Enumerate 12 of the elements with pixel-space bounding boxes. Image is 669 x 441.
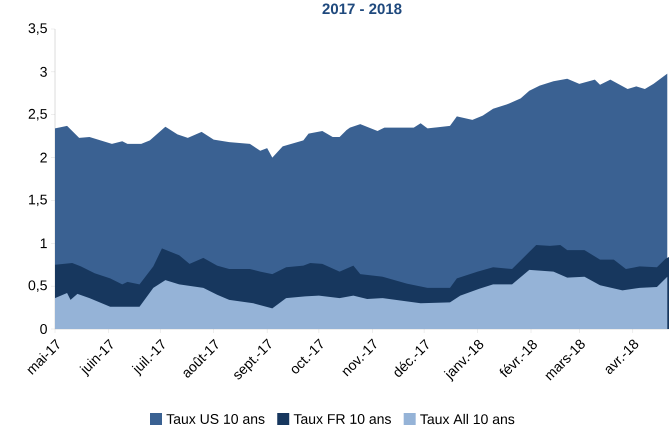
y-tick-label: 3,5 (28, 23, 47, 35)
y-tick-label: 2,5 (28, 108, 47, 120)
y-tick-label: 3 (40, 66, 47, 77)
y-tick-label: 2 (40, 152, 47, 162)
y-tick-label: 0 (40, 324, 47, 334)
chart-title: 2017 - 2018 (322, 4, 402, 14)
legend-label: Taux FR 10 ans (294, 414, 391, 424)
y-tick-label: 0,5 (28, 280, 47, 292)
y-tick-label: 1 (40, 238, 47, 248)
legend-label: Taux US 10 ans (166, 414, 265, 424)
y-tick-label: 1,5 (29, 194, 47, 206)
legend-label: Taux All 10 ans (420, 414, 514, 424)
